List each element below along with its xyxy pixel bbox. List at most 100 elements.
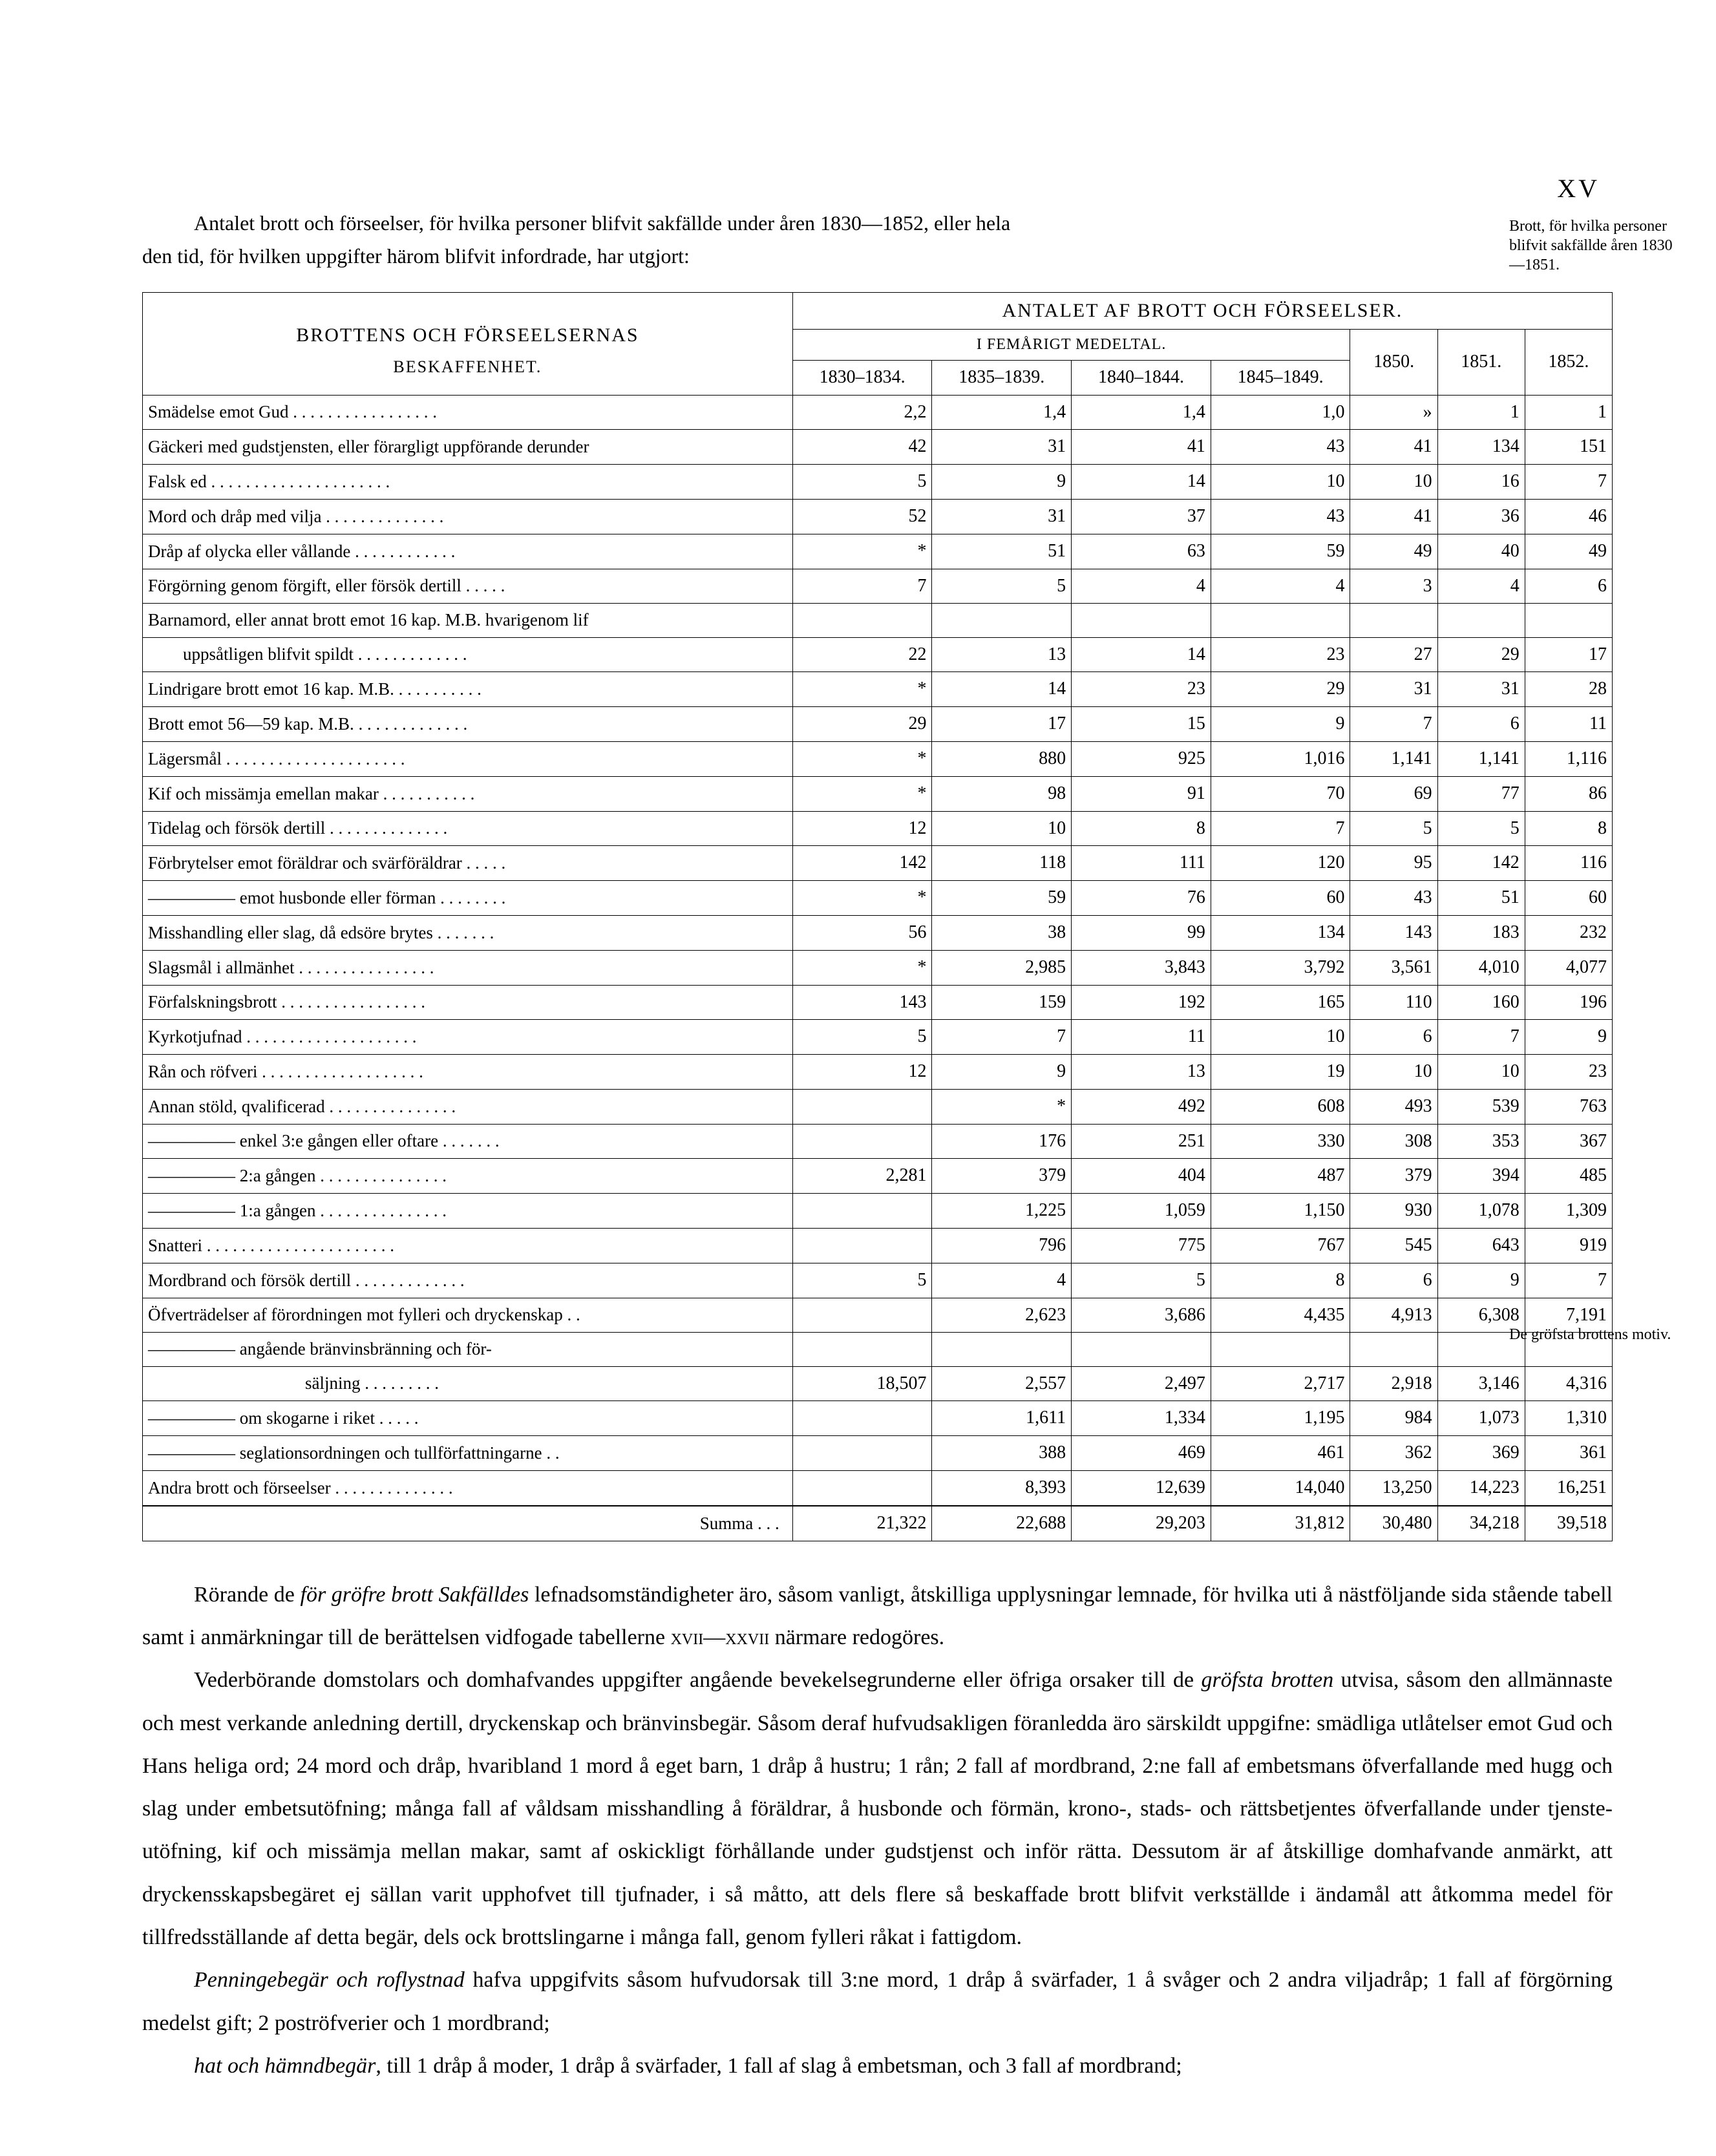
cell: 5 [792, 465, 932, 500]
cell: 41 [1350, 499, 1437, 534]
cell: 63 [1072, 534, 1211, 569]
cell: 23 [1211, 637, 1350, 672]
row-desc: Förfalskningsbrott . . . . . . . . . . .… [143, 985, 793, 1020]
cell: 925 [1072, 741, 1211, 776]
sub-header: I FEMÅRIGT MEDELTAL. [792, 330, 1350, 360]
cell: 43 [1350, 881, 1437, 916]
row-desc: Snatteri . . . . . . . . . . . . . . . .… [143, 1229, 793, 1263]
cell: 2,281 [792, 1159, 932, 1194]
cell: 120 [1211, 846, 1350, 881]
cell: 9 [932, 1055, 1072, 1090]
cell: 17 [932, 707, 1072, 742]
cell: 367 [1525, 1124, 1612, 1159]
cell: 2,497 [1072, 1366, 1211, 1401]
cell: 183 [1437, 915, 1525, 950]
table-row: Kyrkotjufnad . . . . . . . . . . . . . .… [143, 1020, 1613, 1055]
row-desc: ————— emot husbonde eller förman . . . .… [143, 881, 793, 916]
col-1852: 1852. [1525, 330, 1612, 395]
cell: 2,918 [1350, 1366, 1437, 1401]
cell [792, 1229, 932, 1263]
cell: 5 [932, 569, 1072, 604]
cell [932, 604, 1072, 637]
cell: 7 [1525, 465, 1612, 500]
table-row: Öfverträdelser af förordningen mot fylle… [143, 1298, 1613, 1333]
cell: 143 [1350, 915, 1437, 950]
sum-label: Summa . . . [143, 1506, 793, 1541]
cell: 16,251 [1525, 1471, 1612, 1506]
body-text: Rörande de för gröfre brott Sakfälldes l… [142, 1574, 1613, 2088]
cell: 608 [1211, 1089, 1350, 1124]
row-desc: ————— seglationsordningen och tullförfat… [143, 1436, 793, 1471]
cell: 31 [932, 430, 1072, 465]
cell [792, 1124, 932, 1159]
page-number: XV [1557, 168, 1600, 209]
sum-cell: 31,812 [1211, 1506, 1350, 1541]
table-row: ————— 1:a gången . . . . . . . . . . . .… [143, 1194, 1613, 1229]
cell: 5 [792, 1020, 932, 1055]
row-desc: Brott emot 56—59 kap. M.B. . . . . . . .… [143, 707, 793, 742]
cell: 16 [1437, 465, 1525, 500]
cell: 461 [1211, 1436, 1350, 1471]
table-row: ————— emot husbonde eller förman . . . .… [143, 881, 1613, 916]
cell: 10 [1211, 465, 1350, 500]
cell: 1,195 [1211, 1401, 1350, 1436]
table-row: Misshandling eller slag, då edsöre bryte… [143, 915, 1613, 950]
cell: * [932, 1089, 1072, 1124]
group-header: ANTALET AF BROTT OCH FÖRSEELSER. [792, 293, 1612, 330]
cell: 643 [1437, 1229, 1525, 1263]
cell: 4,316 [1525, 1366, 1612, 1401]
sum-cell: 30,480 [1350, 1506, 1437, 1541]
sum-cell: 21,322 [792, 1506, 932, 1541]
cell: 251 [1072, 1124, 1211, 1159]
cell: 7 [932, 1020, 1072, 1055]
cell: 14,223 [1437, 1471, 1525, 1506]
cell [1350, 1333, 1437, 1366]
cell: 5 [1350, 811, 1437, 846]
cell: 59 [932, 881, 1072, 916]
cell: 379 [1350, 1159, 1437, 1194]
cell: 14,040 [1211, 1471, 1350, 1506]
cell: 17 [1525, 637, 1612, 672]
cell: 4,077 [1525, 950, 1612, 985]
cell: 110 [1350, 985, 1437, 1020]
cell: 1,073 [1437, 1401, 1525, 1436]
cell: 12 [792, 811, 932, 846]
cell: 3,843 [1072, 950, 1211, 985]
cell: 95 [1350, 846, 1437, 881]
table-row: Mordbrand och försök dertill . . . . . .… [143, 1263, 1613, 1298]
cell: 1 [1525, 395, 1612, 430]
table-row: Förgörning genom förgift, eller försök d… [143, 569, 1613, 604]
cell: 330 [1211, 1124, 1350, 1159]
cell: 984 [1350, 1401, 1437, 1436]
table-row: ————— 2:a gången . . . . . . . . . . . .… [143, 1159, 1613, 1194]
cell: 10 [1350, 1055, 1437, 1090]
cell: 10 [932, 811, 1072, 846]
cell: 6 [1350, 1263, 1437, 1298]
cell: 767 [1211, 1229, 1350, 1263]
cell: 919 [1525, 1229, 1612, 1263]
cell: 1,611 [932, 1401, 1072, 1436]
cell [1072, 1333, 1211, 1366]
row-desc: Falsk ed . . . . . . . . . . . . . . . .… [143, 465, 793, 500]
row-desc: Kif och missämja emellan makar . . . . .… [143, 776, 793, 811]
cell: 1 [1437, 395, 1525, 430]
cell: 13,250 [1350, 1471, 1437, 1506]
para-1: Rörande de för gröfre brott Sakfälldes l… [142, 1574, 1613, 1660]
table-row: Förbrytelser emot föräldrar och svärförä… [143, 846, 1613, 881]
cell: 7 [792, 569, 932, 604]
cell: 1,150 [1211, 1194, 1350, 1229]
sum-cell: 39,518 [1525, 1506, 1612, 1541]
row-desc: Kyrkotjufnad . . . . . . . . . . . . . .… [143, 1020, 793, 1055]
cell: 86 [1525, 776, 1612, 811]
row-desc: ————— enkel 3:e gången eller oftare . . … [143, 1124, 793, 1159]
cell: 12 [792, 1055, 932, 1090]
cell: * [792, 950, 932, 985]
cell: 7 [1525, 1263, 1612, 1298]
cell: 14 [1072, 465, 1211, 500]
cell: 142 [792, 846, 932, 881]
table-row: ————— enkel 3:e gången eller oftare . . … [143, 1124, 1613, 1159]
cell: 1,078 [1437, 1194, 1525, 1229]
cell [1525, 604, 1612, 637]
cell: 369 [1437, 1436, 1525, 1471]
cell [792, 1089, 932, 1124]
